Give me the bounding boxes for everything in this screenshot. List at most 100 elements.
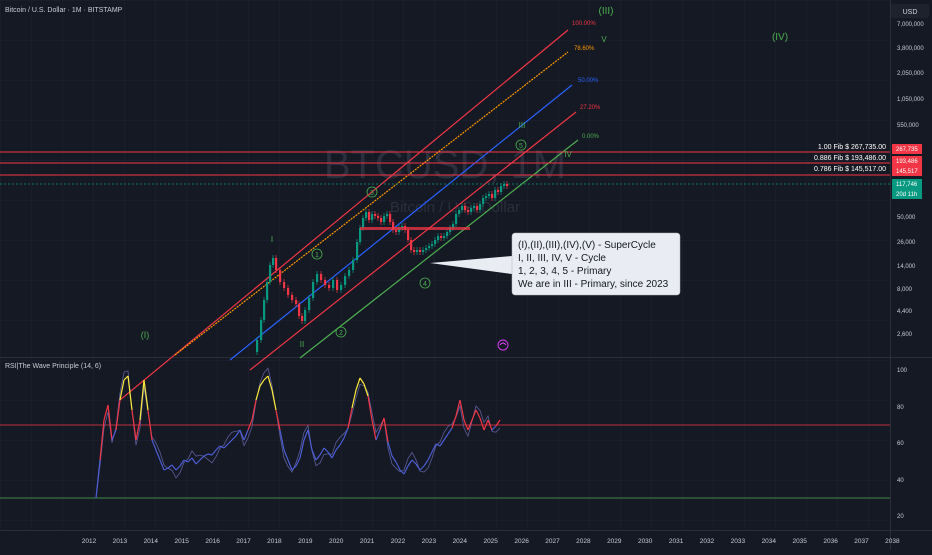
candle — [452, 224, 455, 228]
rsi-segment — [427, 451, 433, 461]
channel-line-100[interactable] — [119, 29, 569, 401]
year-tick-label: 2026 — [514, 538, 529, 545]
rsi-segment — [219, 445, 225, 449]
rsi-axis[interactable]: 100 80 60 40 20 — [897, 368, 908, 520]
candle — [269, 265, 272, 282]
candle — [482, 198, 485, 204]
rsi-segment — [327, 451, 333, 459]
candle — [328, 285, 331, 288]
callout-box[interactable] — [511, 232, 681, 296]
candle — [287, 288, 290, 295]
callout[interactable]: (I),(II),(III),(IV),(V) - SuperCycle I, … — [430, 232, 681, 296]
channel-line-786[interactable] — [174, 51, 569, 356]
symbol-title: Bitcoin / U.S. Dollar · 1M · BITSTAMP — [5, 7, 123, 14]
rsi-segment — [395, 461, 401, 471]
candle — [422, 250, 425, 252]
rsi-segment — [211, 449, 217, 456]
support-zone[interactable] — [360, 227, 470, 230]
candle — [494, 190, 497, 198]
year-tick-label: 2030 — [638, 538, 653, 545]
year-tick-label: 2025 — [483, 538, 498, 545]
price-tag-label: 20d 11h — [896, 192, 917, 198]
candle — [263, 300, 266, 320]
rsi-segment — [387, 441, 393, 457]
candle — [416, 250, 419, 252]
candle — [467, 210, 470, 212]
candle — [352, 260, 355, 270]
candle — [395, 230, 398, 232]
rsi-segment — [491, 425, 497, 431]
price-tag-label: 193,486 — [896, 159, 918, 165]
channel-line-50[interactable] — [229, 84, 573, 361]
rsi-segment — [199, 455, 205, 461]
wave-label-v-target: V — [601, 35, 607, 44]
candle — [431, 244, 434, 246]
year-tick-label: 2038 — [885, 538, 900, 545]
candle — [380, 218, 383, 222]
candle — [497, 190, 500, 192]
year-tick-label: 2031 — [669, 538, 684, 545]
rsi-segment — [99, 419, 105, 461]
wave-label-primary-2: 2 — [339, 330, 343, 337]
rsi-segment — [263, 375, 269, 381]
candle — [295, 300, 298, 304]
fib-levels[interactable]: 1.00 Fib $ 267,735.00 0.886 Fib $ 193,48… — [0, 144, 890, 176]
price-axis[interactable]: USD 7,000,000 3,800,000 2,050,000 1,050,000… — [891, 4, 929, 338]
callout-line-3: 1, 2, 3, 4, 5 - Primary — [518, 266, 611, 277]
rsi-segment — [419, 465, 425, 471]
rsi-tick-label: 100 — [897, 368, 908, 374]
rsi-segment — [235, 429, 241, 437]
rsi-segment — [351, 389, 357, 409]
channel-line-0[interactable] — [299, 139, 579, 359]
rsi-tick-label: 40 — [897, 478, 904, 484]
candle — [368, 212, 371, 220]
fib-channel[interactable]: 100.00% 78.60% 50.00% 27.20% 0.00% — [119, 21, 601, 401]
fib-label-886: 0.886 Fib $ 193,486.00 — [814, 155, 886, 162]
rsi-segment — [287, 459, 293, 471]
wave-circle-4 — [419, 277, 431, 289]
candle — [506, 184, 509, 186]
rsi-segment — [123, 375, 129, 381]
candle — [419, 250, 422, 252]
rsi-segment — [359, 377, 365, 385]
rsi-segment — [403, 465, 409, 475]
currency-label: USD — [903, 9, 918, 16]
rsi-segment — [275, 409, 281, 431]
rsi-segment — [259, 379, 265, 387]
wave-label-super-i: (I) — [141, 330, 150, 340]
rsi-segment — [131, 409, 137, 441]
swirl-icon[interactable] — [497, 339, 509, 351]
wave-label-super-iv: (IV) — [772, 32, 788, 43]
rsi-segment — [495, 419, 501, 427]
candle — [256, 340, 259, 352]
year-tick-label: 2037 — [854, 538, 869, 545]
rsi-segment — [167, 464, 173, 469]
rsi-segment — [411, 459, 417, 465]
candle — [301, 316, 304, 321]
candle — [407, 230, 410, 240]
candle — [458, 210, 461, 214]
rsi-line[interactable] — [95, 375, 501, 499]
price-tag-label: 267,735 — [896, 147, 918, 153]
wave-label-primary-1: 1 — [315, 252, 319, 259]
rsi-segment — [175, 465, 181, 471]
rsi-tick-label: 60 — [897, 441, 904, 447]
candle — [470, 208, 473, 212]
candle — [461, 206, 464, 210]
year-tick-label: 2036 — [823, 538, 838, 545]
currency-badge[interactable] — [891, 4, 929, 18]
candle — [479, 204, 482, 210]
rsi-segment — [423, 459, 429, 467]
rsi-segment — [335, 444, 341, 451]
rsi-segment — [147, 409, 153, 441]
channel-line-272[interactable] — [249, 111, 577, 371]
channel-label-0: 0.00% — [582, 134, 600, 140]
rsi-segment — [107, 404, 113, 441]
rsi-segment — [139, 379, 145, 421]
candle — [344, 276, 347, 285]
time-axis[interactable]: 2012 2013 2014 2015 2016 2017 2018 2019 2020 2021… — [82, 538, 900, 545]
rsi-segment — [331, 449, 337, 459]
rsi-tick-label: 80 — [897, 405, 904, 411]
candle — [312, 282, 315, 298]
